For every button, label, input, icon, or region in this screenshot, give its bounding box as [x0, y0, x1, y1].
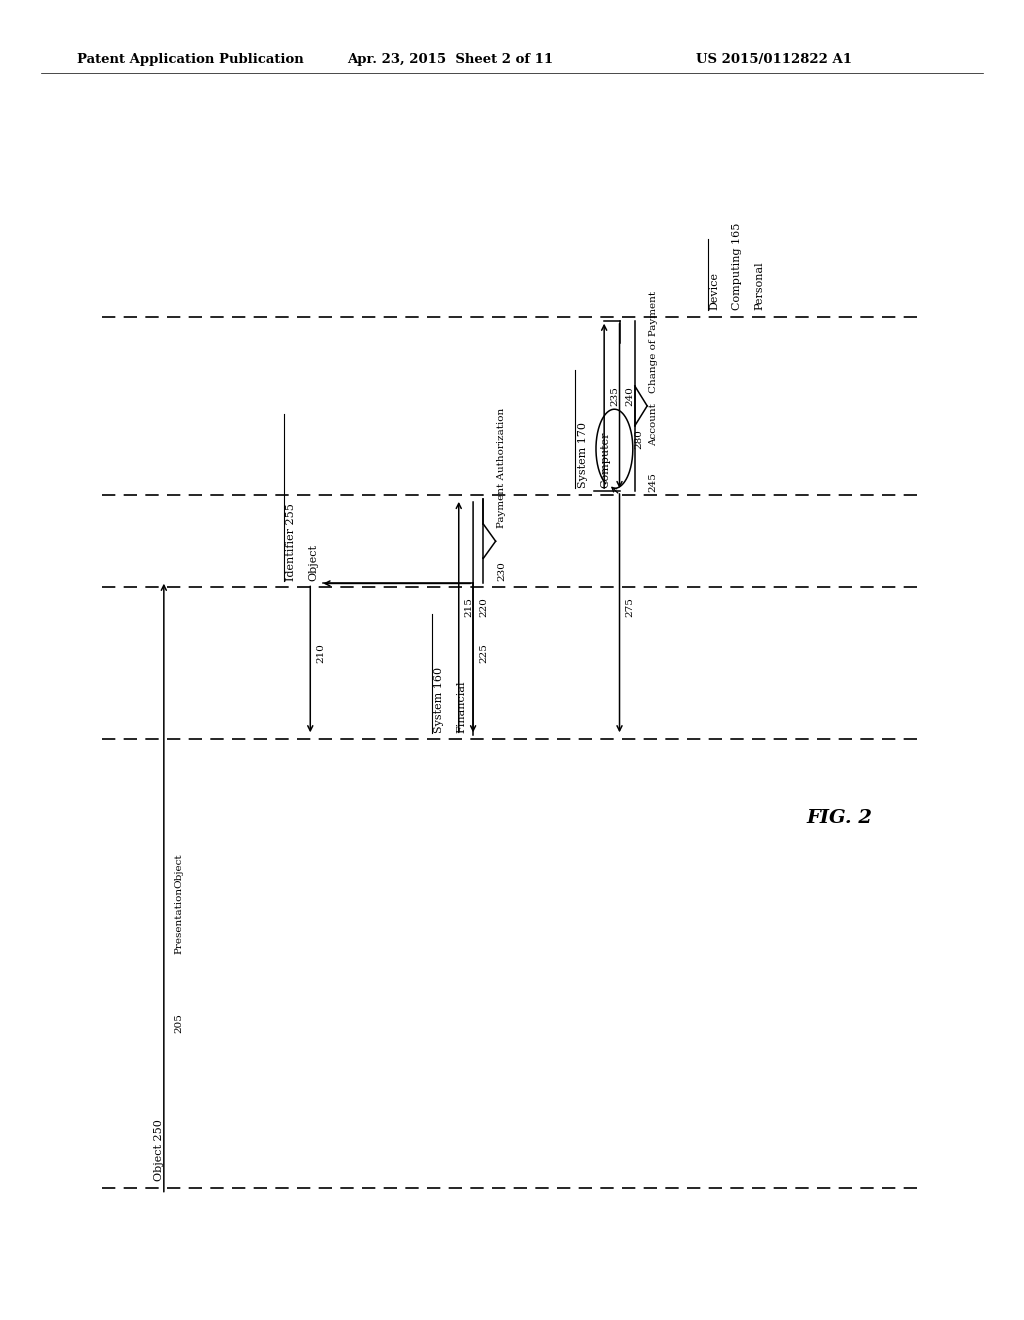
Text: Presentation: Presentation: [175, 887, 183, 953]
Text: US 2015/0112822 A1: US 2015/0112822 A1: [696, 53, 852, 66]
Text: 215: 215: [465, 597, 473, 618]
Text: 245: 245: [649, 471, 657, 492]
Text: 205: 205: [175, 1012, 183, 1032]
Text: 240: 240: [626, 385, 634, 407]
Text: Personal: Personal: [755, 261, 765, 310]
Text: 230: 230: [498, 561, 506, 581]
Text: Computer: Computer: [600, 432, 610, 488]
Text: System 170: System 170: [578, 422, 588, 488]
Text: 210: 210: [316, 643, 325, 663]
Text: Object: Object: [175, 853, 183, 887]
Text: 275: 275: [626, 597, 634, 618]
Text: Patent Application Publication: Patent Application Publication: [77, 53, 303, 66]
Text: Object 250: Object 250: [154, 1119, 164, 1181]
Text: FIG. 2: FIG. 2: [807, 809, 872, 828]
Text: Object: Object: [308, 544, 318, 581]
Text: Identifier 255: Identifier 255: [286, 503, 296, 581]
Text: Apr. 23, 2015  Sheet 2 of 11: Apr. 23, 2015 Sheet 2 of 11: [347, 53, 554, 66]
Text: 225: 225: [479, 643, 487, 663]
Text: System 160: System 160: [434, 667, 444, 733]
Text: Financial: Financial: [457, 680, 467, 733]
Text: Device: Device: [710, 272, 720, 310]
Text: 220: 220: [479, 597, 487, 618]
Text: Change of Payment: Change of Payment: [649, 290, 657, 393]
Text: 235: 235: [610, 385, 618, 407]
Text: Payment Authorization: Payment Authorization: [498, 408, 506, 528]
Text: Account: Account: [649, 403, 657, 446]
Text: Computing 165: Computing 165: [732, 223, 742, 310]
Text: 280: 280: [635, 429, 643, 449]
